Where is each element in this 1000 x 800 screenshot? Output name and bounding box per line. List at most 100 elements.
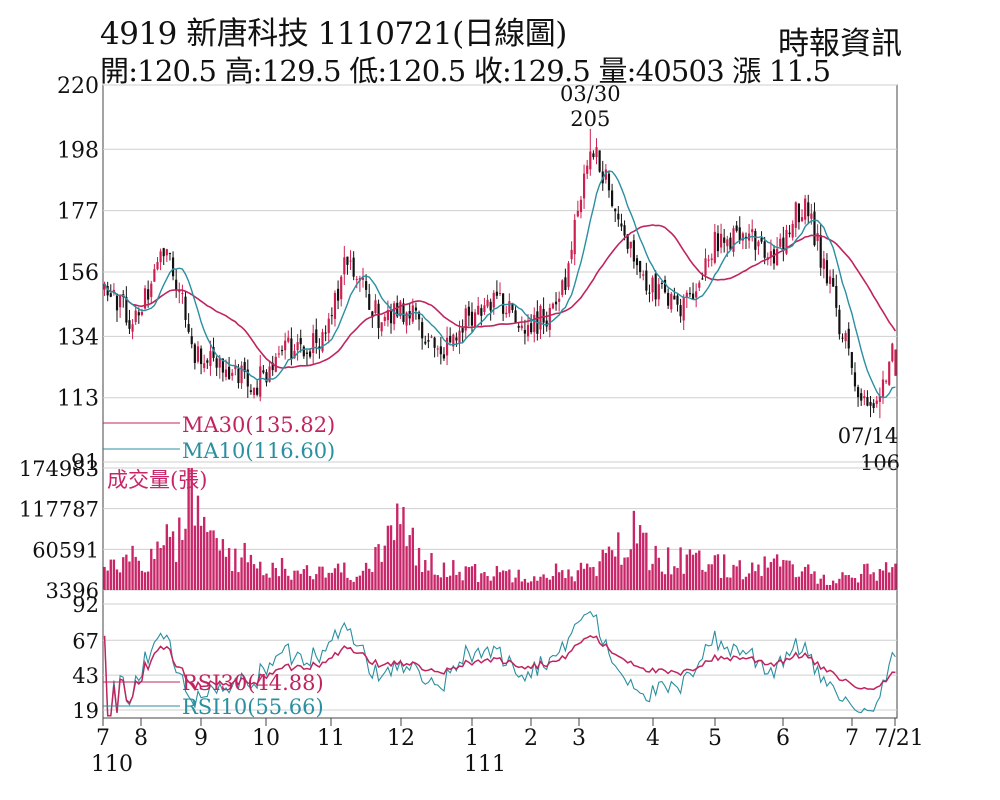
candle-body xyxy=(368,294,371,310)
volume-tick-label: 174983 xyxy=(19,457,99,481)
volume-bar xyxy=(290,579,293,590)
candle-body xyxy=(558,298,561,302)
candle-body xyxy=(327,318,330,334)
candle-body xyxy=(579,199,583,213)
volume-bar xyxy=(788,560,791,590)
volume-bar xyxy=(414,565,418,590)
price-tick-label: 91 xyxy=(71,451,99,476)
candle-body xyxy=(514,310,517,323)
volume-bar xyxy=(112,559,116,590)
candle-body xyxy=(561,280,564,296)
candle-body xyxy=(458,330,461,344)
candle-body xyxy=(663,279,667,293)
candle-body xyxy=(629,241,632,249)
volume-bar xyxy=(489,580,492,590)
ma30-line xyxy=(103,224,897,369)
candle-body xyxy=(651,277,654,293)
volume-bar xyxy=(536,580,539,590)
candle-body xyxy=(489,301,492,311)
candle-body xyxy=(825,260,829,284)
candle-body xyxy=(156,262,159,270)
volume-bar xyxy=(807,564,810,590)
candle-body xyxy=(187,324,190,332)
candle-body xyxy=(614,208,617,212)
candle-body xyxy=(393,303,396,325)
volume-bar xyxy=(663,574,667,590)
candle-body xyxy=(199,348,203,365)
x-tick-label: 7/21 xyxy=(874,726,923,751)
volume-bar xyxy=(729,577,732,590)
candle-body xyxy=(526,324,530,337)
volume-bar xyxy=(872,572,875,590)
volume-bar xyxy=(109,559,112,590)
candle-body xyxy=(467,306,470,316)
volume-bar xyxy=(557,572,561,590)
candle-body xyxy=(607,173,611,191)
candle-body xyxy=(648,292,651,294)
candle-body xyxy=(704,258,707,276)
candle-body xyxy=(782,237,785,252)
candle-body xyxy=(131,324,134,332)
candle-body xyxy=(551,303,555,309)
volume-bar xyxy=(227,548,231,590)
volume-bar xyxy=(430,553,433,590)
candle-body xyxy=(259,366,262,397)
volume-bar xyxy=(480,573,483,590)
volume-bar xyxy=(477,582,480,590)
candle-body xyxy=(856,387,860,398)
candle-body xyxy=(165,249,168,256)
volume-bar xyxy=(168,536,172,590)
volume-bar xyxy=(520,581,523,590)
volume-bar xyxy=(642,532,645,590)
data-source: 時報資訊 xyxy=(778,26,902,62)
volume-bar xyxy=(162,545,165,590)
volume-bar xyxy=(293,570,296,590)
volume-bar xyxy=(268,577,271,590)
candle-body xyxy=(196,346,200,362)
candle-body xyxy=(349,260,352,262)
volume-bar xyxy=(371,572,374,590)
candle-body xyxy=(816,233,819,241)
volume-bar xyxy=(828,584,832,590)
candle-body xyxy=(246,369,249,387)
candle-body xyxy=(445,337,449,356)
candle-body xyxy=(371,311,374,318)
volume-bar xyxy=(455,574,458,590)
volume-bar xyxy=(685,554,689,590)
candle-body xyxy=(685,292,688,298)
volume-bar xyxy=(439,577,443,590)
volume-bar xyxy=(399,524,402,590)
volume-bar xyxy=(508,569,511,590)
candle-body xyxy=(776,248,779,266)
candle-body xyxy=(875,400,878,404)
candle-body xyxy=(564,277,567,290)
candle-body xyxy=(343,257,346,275)
volume-bar xyxy=(122,557,125,590)
candle-body xyxy=(626,234,629,249)
volume-bar xyxy=(299,573,302,590)
volume-bar xyxy=(860,573,863,590)
candle-body xyxy=(380,322,383,332)
low-value-label: 106 xyxy=(860,451,900,475)
candle-body xyxy=(417,312,421,320)
volume-bar xyxy=(816,583,819,590)
candle-body xyxy=(639,261,642,273)
candle-body xyxy=(623,225,626,236)
volume-bar xyxy=(567,569,570,590)
candle-body xyxy=(477,305,480,315)
candle-body xyxy=(399,301,402,317)
candle-body xyxy=(682,298,685,321)
volume-bar xyxy=(831,580,835,590)
candle-body xyxy=(567,263,570,288)
candle-body xyxy=(137,312,140,316)
candle-body xyxy=(209,351,212,366)
candle-body xyxy=(523,329,526,334)
volume-bar xyxy=(751,562,754,590)
volume-bar xyxy=(420,571,424,590)
volume-bar xyxy=(645,532,648,590)
volume-bar xyxy=(355,576,358,590)
volume-bar xyxy=(744,576,748,590)
volume-bar xyxy=(741,579,745,590)
volume-bar xyxy=(137,560,140,590)
volume-bar xyxy=(199,525,203,590)
